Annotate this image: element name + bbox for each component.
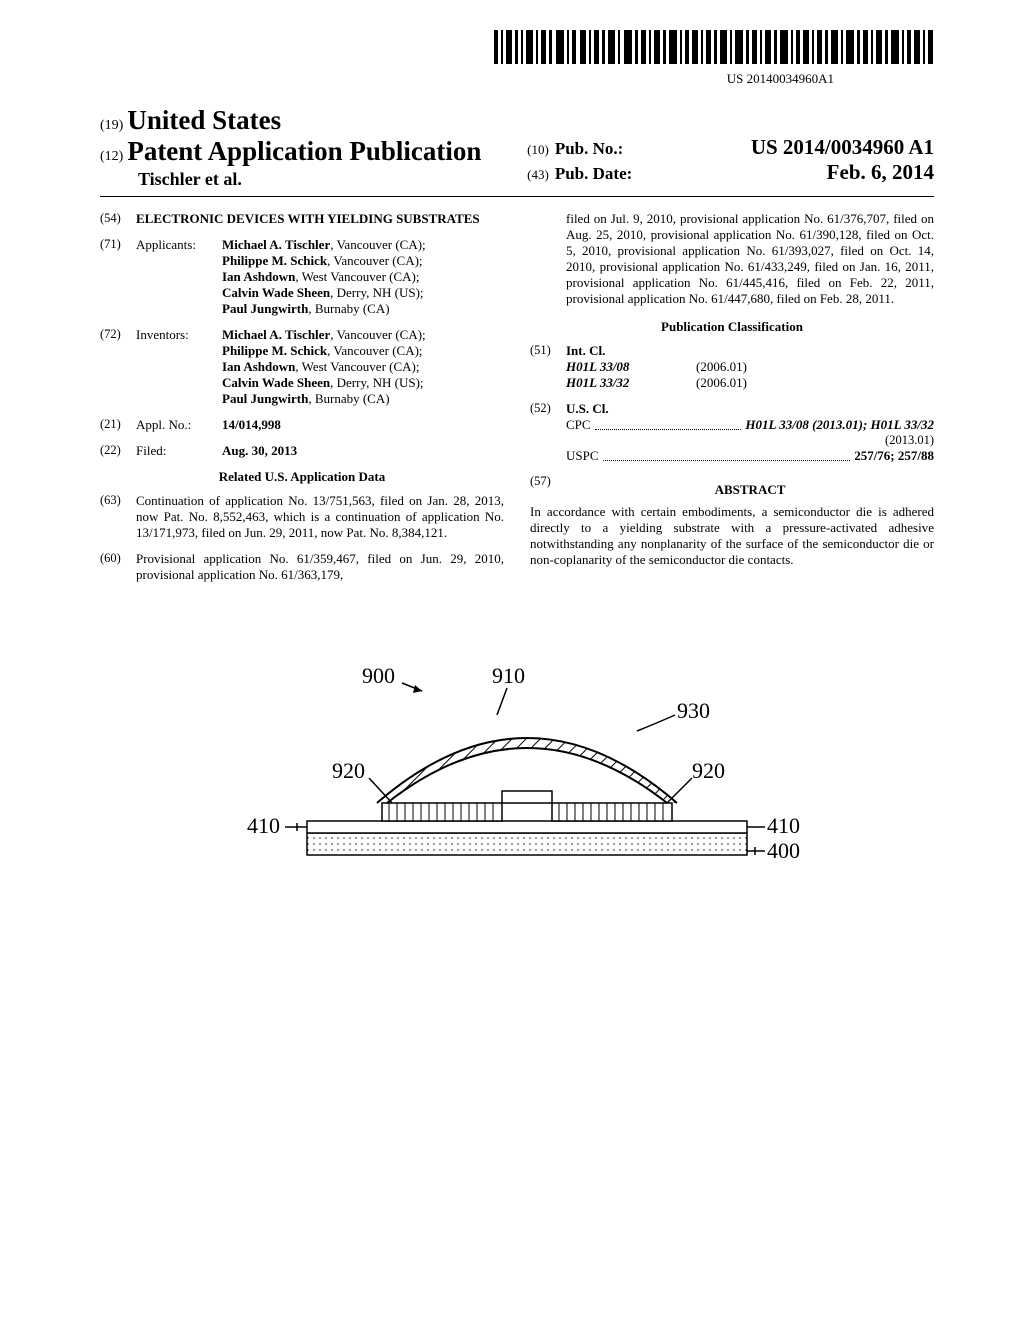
invention-title: ELECTRONIC DEVICES WITH YIELDING SUBSTRA… [136, 211, 504, 227]
code-19: (19) [100, 118, 123, 133]
pubdate-label: Pub. Date: [555, 164, 632, 184]
field-71: (71) Applicants: Michael A. Tischler, Va… [100, 237, 504, 317]
applicant-4: Calvin Wade Sheen [222, 285, 330, 300]
field-63: (63) Continuation of application No. 13/… [100, 493, 504, 541]
code-63: (63) [100, 493, 136, 541]
code-57: (57) [530, 474, 566, 504]
field-60: (60) Provisional application No. 61/359,… [100, 551, 504, 583]
cpc-sub: (2013.01) [566, 433, 934, 448]
fig-label-410-right: 410 [767, 813, 800, 838]
code-71: (71) [100, 237, 136, 317]
applicant-2: Philippe M. Schick [222, 253, 327, 268]
right-column: filed on Jul. 9, 2010, provisional appli… [530, 211, 934, 593]
applicant-3-loc: , West Vancouver (CA); [295, 269, 419, 284]
field-54: (54) ELECTRONIC DEVICES WITH YIELDING SU… [100, 211, 504, 227]
barcode-area [100, 30, 934, 69]
cpc-label: CPC [566, 417, 591, 433]
fig-label-920-left: 920 [332, 758, 365, 783]
intcl-2-date: (2006.01) [696, 375, 747, 391]
pubno-value: US 2014/0034960 A1 [751, 135, 934, 160]
field-72: (72) Inventors: Michael A. Tischler, Van… [100, 327, 504, 407]
abstract-text: In accordance with certain embodiments, … [530, 504, 934, 568]
field-51: (51) Int. Cl. H01L 33/08(2006.01) H01L 3… [530, 343, 934, 391]
code-22: (22) [100, 443, 136, 459]
label-filed: Filed: [136, 443, 222, 459]
body-columns: (54) ELECTRONIC DEVICES WITH YIELDING SU… [100, 211, 934, 593]
figure-area: 900 910 930 920 920 410 410 400 [100, 643, 934, 898]
continuation-text: Continuation of application No. 13/751,5… [136, 493, 504, 541]
code-72: (72) [100, 327, 136, 407]
intcl-label: Int. Cl. [566, 343, 605, 358]
related-data-heading: Related U.S. Application Data [100, 469, 504, 485]
fig-label-910: 910 [492, 663, 525, 688]
fig-label-920-right: 920 [692, 758, 725, 783]
code-52: (52) [530, 401, 566, 464]
applicant-1: Michael A. Tischler [222, 237, 330, 252]
filed-value: Aug. 30, 2013 [222, 443, 297, 458]
fig-label-930: 930 [677, 698, 710, 723]
country-name: United States [127, 105, 281, 135]
code-12: (12) [100, 149, 123, 164]
patent-figure: 900 910 930 920 920 410 410 400 [197, 643, 837, 893]
uspc-value: 257/76; 257/88 [854, 448, 934, 463]
inventor-4-loc: , Derry, NH (US); [330, 375, 423, 390]
uscl-label: U.S. Cl. [566, 401, 609, 416]
inventor-1: Michael A. Tischler [222, 327, 330, 342]
barcode-graphic [494, 30, 934, 64]
inventor-5-loc: , Burnaby (CA) [308, 391, 389, 406]
applicant-5: Paul Jungwirth [222, 301, 308, 316]
intcl-2-code: H01L 33/32 [566, 375, 696, 391]
inventor-1-loc: , Vancouver (CA); [330, 327, 425, 342]
intcl-1-date: (2006.01) [696, 359, 747, 375]
applicant-3: Ian Ashdown [222, 269, 295, 284]
applicants-list: Michael A. Tischler, Vancouver (CA); Phi… [222, 237, 504, 317]
inventor-3: Ian Ashdown [222, 359, 295, 374]
code-54: (54) [100, 211, 136, 227]
left-column: (54) ELECTRONIC DEVICES WITH YIELDING SU… [100, 211, 504, 593]
fig-label-900: 900 [362, 663, 395, 688]
abstract-heading: ABSTRACT [566, 482, 934, 498]
uspc-dots [603, 448, 851, 461]
pubdate-value: Feb. 6, 2014 [827, 160, 934, 185]
code-60: (60) [100, 551, 136, 583]
inventor-2: Philippe M. Schick [222, 343, 327, 358]
provisional-text: Provisional application No. 61/359,467, … [136, 551, 504, 583]
applicant-5-loc: , Burnaby (CA) [308, 301, 389, 316]
code-51: (51) [530, 343, 566, 391]
barcode-number: US 20140034960A1 [100, 71, 934, 87]
authors-line: Tischler et al. [100, 169, 527, 190]
inventors-list: Michael A. Tischler, Vancouver (CA); Phi… [222, 327, 504, 407]
cpc-value: H01L 33/08 (2013.01); H01L 33/32 [745, 417, 934, 432]
pubno-label: Pub. No.: [555, 139, 623, 159]
label-inventors: Inventors: [136, 327, 222, 407]
code-43: (43) [527, 167, 549, 183]
fig-label-400: 400 [767, 838, 800, 863]
field-52: (52) U.S. Cl. CPC H01L 33/08 (2013.01); … [530, 401, 934, 464]
field-21: (21) Appl. No.: 14/014,998 [100, 417, 504, 433]
intcl-1-code: H01L 33/08 [566, 359, 696, 375]
label-applno: Appl. No.: [136, 417, 222, 433]
label-applicants: Applicants: [136, 237, 222, 317]
applicant-2-loc: , Vancouver (CA); [327, 253, 422, 268]
inventor-3-loc: , West Vancouver (CA); [295, 359, 419, 374]
code-10: (10) [527, 142, 549, 158]
uspc-label: USPC [566, 448, 599, 464]
cpc-dots [595, 417, 742, 430]
publication-line: Patent Application Publication [127, 136, 481, 166]
code-21: (21) [100, 417, 136, 433]
applno-value: 14/014,998 [222, 417, 281, 432]
classification-heading: Publication Classification [530, 319, 934, 335]
fig-label-410-left: 410 [247, 813, 280, 838]
inventor-2-loc: , Vancouver (CA); [327, 343, 422, 358]
applicant-1-loc: , Vancouver (CA); [330, 237, 425, 252]
inventor-5: Paul Jungwirth [222, 391, 308, 406]
inventor-4: Calvin Wade Sheen [222, 375, 330, 390]
provisional-continued: filed on Jul. 9, 2010, provisional appli… [530, 211, 934, 307]
document-header: (19) United States (12) Patent Application… [100, 105, 934, 197]
field-22: (22) Filed: Aug. 30, 2013 [100, 443, 504, 459]
applicant-4-loc: , Derry, NH (US); [330, 285, 423, 300]
